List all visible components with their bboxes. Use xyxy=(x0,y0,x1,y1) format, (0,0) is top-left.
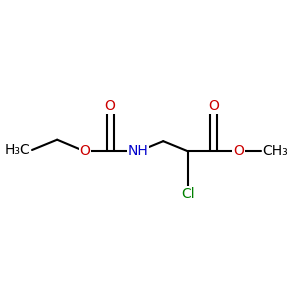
Text: NH: NH xyxy=(128,145,148,158)
Text: Cl: Cl xyxy=(182,187,195,201)
Text: O: O xyxy=(233,145,244,158)
Text: O: O xyxy=(105,99,116,113)
Text: O: O xyxy=(80,145,91,158)
Text: O: O xyxy=(208,99,219,113)
Text: CH₃: CH₃ xyxy=(262,145,288,158)
Text: H₃C: H₃C xyxy=(5,143,31,157)
